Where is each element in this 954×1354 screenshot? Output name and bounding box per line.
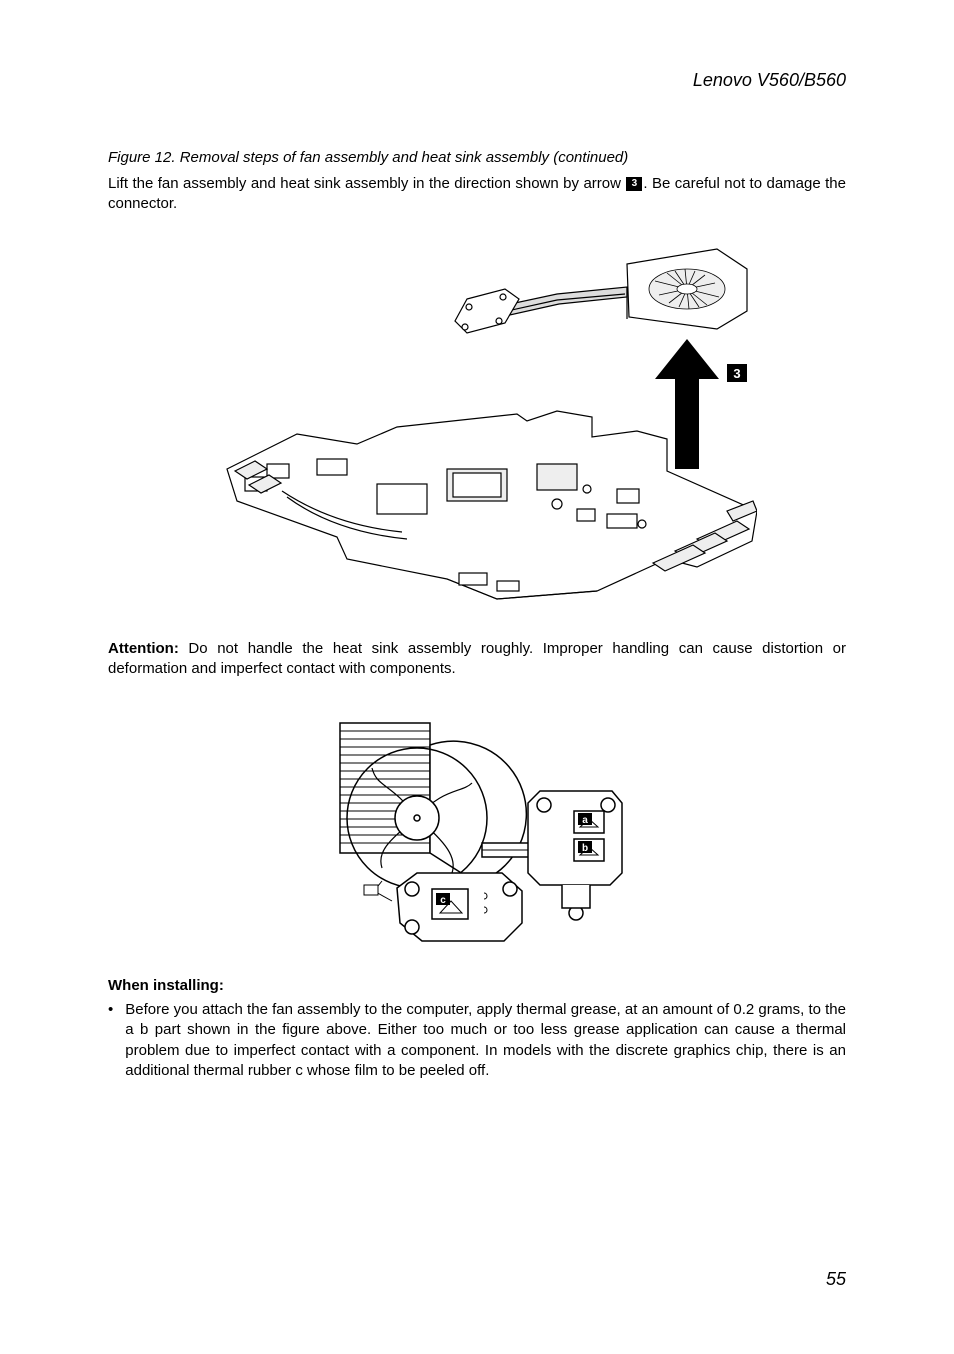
install-text: Before you attach the fan assembly to th… bbox=[125, 1000, 846, 1081]
intro-paragraph: Lift the fan assembly and heat sink asse… bbox=[108, 174, 846, 215]
install-heading: When installing: bbox=[108, 977, 846, 994]
callout-c-icon: c bbox=[295, 1062, 303, 1079]
marker-c-label: c bbox=[440, 895, 446, 906]
callout-3-icon: 3 bbox=[626, 177, 642, 191]
figure-caption: Figure 12. Removal steps of fan assembly… bbox=[108, 149, 846, 166]
bullet-icon: • bbox=[108, 1000, 113, 1081]
marker-a-label: a bbox=[582, 815, 588, 826]
install-bullet-row: • Before you attach the fan assembly to … bbox=[108, 1000, 846, 1081]
page-number: 55 bbox=[826, 1269, 846, 1290]
install-part1: Before you attach the fan assembly to th… bbox=[125, 1001, 846, 1018]
attention-label: Attention: bbox=[108, 640, 179, 657]
motherboard-diagram: 3 bbox=[197, 239, 757, 619]
heatsink-diagram: a b c bbox=[322, 713, 632, 953]
intro-text-1: Lift the fan assembly and heat sink asse… bbox=[108, 175, 625, 192]
page-container: Lenovo V560/B560 Figure 12. Removal step… bbox=[0, 0, 954, 1141]
marker-b-label: b bbox=[582, 843, 588, 854]
install-part3: whose film to be peeled off. bbox=[303, 1062, 490, 1079]
attention-paragraph: Attention: Do not handle the heat sink a… bbox=[108, 639, 846, 680]
attention-text: Do not handle the heat sink assembly rou… bbox=[108, 640, 846, 677]
header-title: Lenovo V560/B560 bbox=[108, 70, 846, 91]
callout-a-icon: a bbox=[125, 1021, 133, 1038]
fan-assembly-icon bbox=[455, 249, 747, 333]
marker-3-label: 3 bbox=[733, 366, 740, 381]
